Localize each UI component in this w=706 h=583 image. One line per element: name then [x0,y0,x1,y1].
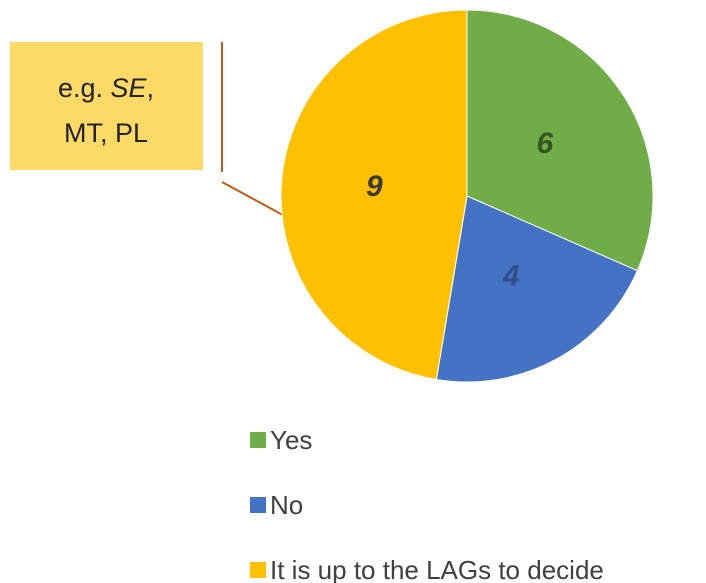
annotation-text: SE [111,73,148,103]
pie-slice [435,195,638,383]
data-label: 4 [502,260,520,293]
annotation-line1: e.g. SE, [58,73,154,103]
annotation-line2: MT, PL [64,118,148,148]
legend-label: No [270,490,303,520]
pie-slice [466,9,654,272]
annotation-box [10,42,203,170]
legend-swatch [250,562,266,578]
legend-label: Yes [270,425,312,455]
legend-swatch [250,432,266,448]
legend-swatch [250,497,266,513]
data-label: 9 [366,170,383,203]
data-label: 6 [537,127,554,160]
annotation-text: e.g. [58,73,111,103]
pie-slice [280,9,468,381]
annotation-text: , [147,73,155,103]
legend-label: It is up to the LAGs to decide [270,555,604,583]
